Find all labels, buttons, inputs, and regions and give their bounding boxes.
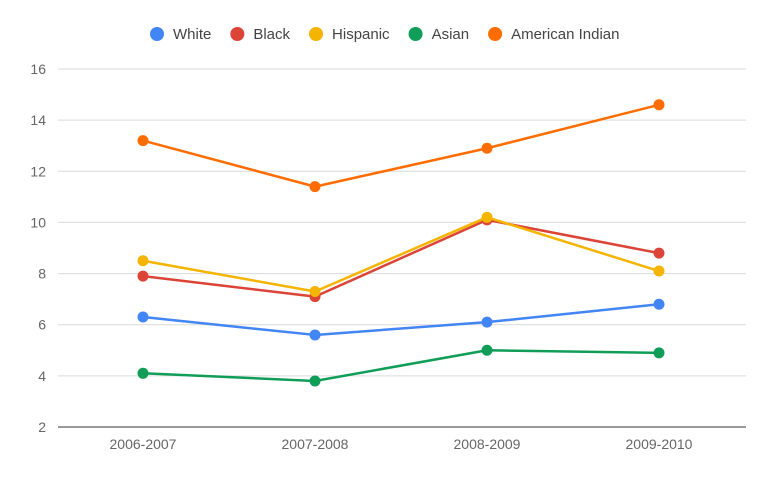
data-point-hispanic [653, 265, 665, 277]
series-hispanic [137, 211, 665, 297]
data-point-asian [481, 344, 493, 356]
series-american-indian [137, 99, 665, 193]
series-line-asian [142, 349, 660, 383]
legend-label-hispanic: Hispanic [332, 26, 390, 43]
data-point-asian [309, 375, 321, 387]
legend-item-black: Black [230, 26, 291, 43]
y-tick-label: 2 [38, 419, 46, 435]
y-tick-label: 6 [38, 317, 46, 333]
y-tick-label: 10 [30, 214, 46, 230]
legend: White Black Hispanic Asian American Indian [150, 26, 620, 43]
x-tick-label: 2007-2008 [282, 436, 349, 452]
legend-item-american-indian: American Indian [488, 26, 620, 43]
data-point-black [653, 247, 665, 259]
legend-item-asian: Asian [408, 26, 470, 43]
legend-marker-asian [408, 27, 423, 41]
data-point-white [309, 329, 321, 341]
x-axis-ticks: 2006-2007 2007-2008 2008-2009 2009-2010 [110, 436, 693, 452]
series-line-hispanic [142, 216, 660, 293]
x-tick-label: 2008-2009 [454, 436, 521, 452]
legend-label-american-indian: American Indian [511, 26, 619, 43]
series-line-white [142, 303, 660, 337]
y-tick-label: 8 [38, 266, 46, 282]
legend-marker-white [150, 27, 164, 41]
legend-item-white: White [150, 26, 211, 43]
data-point-white [481, 316, 493, 328]
series-white [137, 298, 665, 341]
legend-label-white: White [173, 26, 211, 43]
data-point-hispanic [481, 211, 493, 223]
data-point-black [137, 270, 149, 282]
x-tick-label: 2006-2007 [110, 436, 177, 452]
y-tick-label: 14 [30, 112, 46, 128]
y-axis-ticks: 2 4 6 8 10 12 14 16 [30, 61, 46, 435]
legend-label-black: Black [253, 26, 290, 43]
data-point-american-indian [137, 135, 149, 147]
data-point-white [653, 298, 665, 310]
series-asian [137, 344, 665, 387]
data-point-hispanic [137, 255, 149, 267]
y-tick-label: 16 [30, 61, 46, 77]
legend-marker-black [230, 27, 245, 41]
legend-marker-american-indian [488, 27, 503, 41]
data-point-asian [137, 367, 149, 379]
y-tick-label: 12 [30, 163, 46, 179]
series-line-black [142, 218, 660, 298]
series-black [137, 214, 665, 303]
data-point-hispanic [309, 285, 321, 297]
data-point-asian [653, 347, 665, 359]
y-tick-label: 4 [38, 368, 46, 384]
legend-label-asian: Asian [432, 26, 470, 43]
data-point-white [137, 311, 149, 323]
x-tick-label: 2009-2010 [626, 436, 693, 452]
data-point-american-indian [481, 142, 493, 154]
series-line-american-indian [142, 103, 660, 188]
legend-item-hispanic: Hispanic [309, 26, 390, 43]
data-point-american-indian [309, 181, 321, 193]
legend-marker-hispanic [309, 27, 324, 41]
data-point-american-indian [653, 99, 665, 111]
series-lines [137, 99, 665, 387]
